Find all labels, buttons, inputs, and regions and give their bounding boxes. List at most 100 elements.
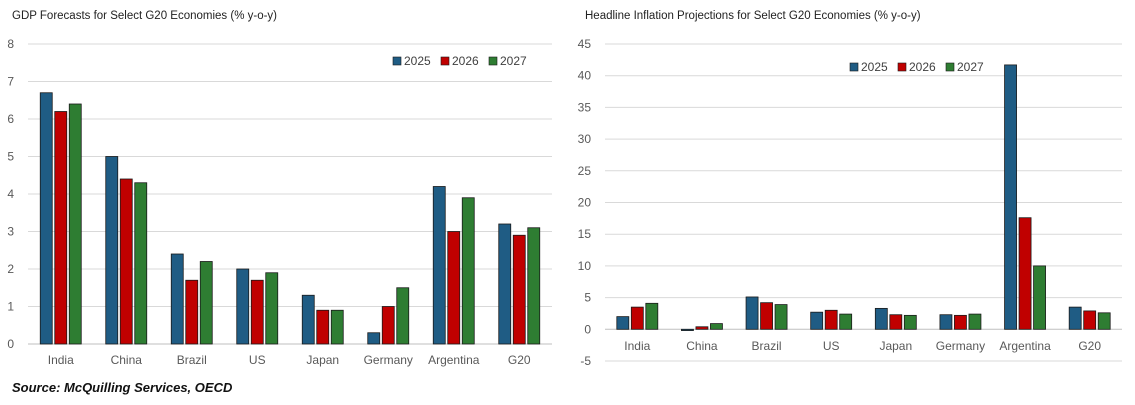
legend-swatch-2026 xyxy=(440,56,450,66)
y-tick-label: 0 xyxy=(584,322,591,336)
x-tick-label: India xyxy=(48,353,74,367)
x-tick-label: China xyxy=(111,353,143,367)
bar-india-2025 xyxy=(39,92,53,345)
y-tick-label: -5 xyxy=(580,354,591,368)
bar-argentina-2027 xyxy=(1033,265,1046,330)
legend-label-2025: 2025 xyxy=(404,54,431,68)
gdp-chart-plot: 0 1 2 3 4 5 6 7 8 India China Brazil US Japan Germany A… xyxy=(7,37,552,367)
bar-us-2027 xyxy=(265,272,279,345)
y-tick-label: 25 xyxy=(578,164,592,178)
bar-brazil-2027 xyxy=(199,261,213,345)
legend-swatch-2025 xyxy=(849,62,859,72)
bar-china-2025 xyxy=(105,156,119,345)
y-tick-label: 20 xyxy=(578,196,592,210)
bar-japan-2025 xyxy=(874,307,888,330)
y-tick-label: 5 xyxy=(7,150,14,164)
bar-india-2026 xyxy=(630,306,644,330)
x-tick-label: China xyxy=(686,339,718,353)
x-tick-label: Germany xyxy=(364,353,413,367)
bar-china-2027 xyxy=(710,323,723,330)
y-tick-label: 2 xyxy=(7,262,14,276)
legend-swatch-2027 xyxy=(488,56,498,66)
inflation-chart-title: Headline Inflation Projections for Selec… xyxy=(585,10,921,22)
bar-g20-2025 xyxy=(498,223,512,345)
x-tick-label: G20 xyxy=(508,353,531,367)
y-tick-label: 3 xyxy=(7,225,14,239)
bar-brazil-2026 xyxy=(185,279,199,345)
bar-india-2027 xyxy=(68,103,82,345)
bar-g20-2027 xyxy=(1097,312,1111,330)
bar-india-2026 xyxy=(54,111,68,345)
bar-argentina-2026 xyxy=(1018,217,1032,330)
bar-brazil-2025 xyxy=(170,253,184,345)
bar-argentina-2026 xyxy=(447,231,461,345)
bar-brazil-2025 xyxy=(745,296,759,330)
bar-germany-2027 xyxy=(968,313,982,330)
bar-g20-2025 xyxy=(1068,306,1082,330)
legend-swatch-2026 xyxy=(897,62,907,72)
legend-label-2026: 2026 xyxy=(909,60,936,74)
bar-japan-2025 xyxy=(301,294,315,345)
x-tick-label: Brazil xyxy=(177,353,207,367)
legend-swatch-2027 xyxy=(945,62,955,72)
legend-label-2027: 2027 xyxy=(500,54,527,68)
gdp-forecast-chart: GDP Forecasts for Select G20 Economies (… xyxy=(0,0,560,380)
bar-brazil-2026 xyxy=(760,302,773,330)
legend-label-2025: 2025 xyxy=(861,60,888,74)
y-tick-label: 45 xyxy=(578,37,592,51)
bar-germany-2027 xyxy=(396,287,410,345)
bar-g20-2026 xyxy=(1083,310,1097,330)
bar-us-2027 xyxy=(839,313,853,330)
bar-argentina-2025 xyxy=(1004,64,1017,330)
bar-china-2027 xyxy=(134,182,148,345)
bar-japan-2026 xyxy=(316,309,330,345)
x-tick-label: Germany xyxy=(936,339,985,353)
x-tick-label: Brazil xyxy=(752,339,782,353)
y-tick-label: 10 xyxy=(578,259,592,273)
y-tick-label: 4 xyxy=(7,187,14,201)
bar-japan-2026 xyxy=(889,314,903,330)
bar-us-2026 xyxy=(824,309,838,330)
y-tick-label: 1 xyxy=(7,300,14,314)
y-tick-label: 0 xyxy=(7,337,14,351)
bar-g20-2027 xyxy=(527,227,541,345)
gdp-chart-title: GDP Forecasts for Select G20 Economies (… xyxy=(12,10,278,22)
legend-label-2027: 2027 xyxy=(957,60,984,74)
x-tick-label: G20 xyxy=(1078,339,1101,353)
bar-germany-2026 xyxy=(954,314,967,330)
y-tick-label: 7 xyxy=(7,75,14,89)
source-note: Source: McQuilling Services, OECD xyxy=(12,380,233,395)
bar-argentina-2025 xyxy=(432,186,446,345)
x-tick-label: Japan xyxy=(879,339,912,353)
x-tick-label: Japan xyxy=(306,353,339,367)
y-tick-label: 15 xyxy=(578,227,592,241)
bar-g20-2026 xyxy=(512,234,526,345)
legend-swatch-2025 xyxy=(392,56,402,66)
bar-germany-2025 xyxy=(367,332,381,345)
bar-china-2026 xyxy=(119,178,133,345)
bar-us-2025 xyxy=(236,268,250,345)
bar-china-2026 xyxy=(695,326,709,330)
y-tick-label: 6 xyxy=(7,112,14,126)
bar-germany-2026 xyxy=(381,306,395,345)
bar-argentina-2027 xyxy=(461,197,475,345)
bar-china-2025 xyxy=(681,328,694,331)
x-tick-label: Argentina xyxy=(999,339,1051,353)
bar-japan-2027 xyxy=(330,309,344,345)
bar-india-2025 xyxy=(616,316,630,330)
y-tick-label: 40 xyxy=(578,69,592,83)
x-tick-label: US xyxy=(823,339,840,353)
legend-label-2026: 2026 xyxy=(452,54,479,68)
bar-us-2025 xyxy=(810,311,824,330)
x-tick-label: India xyxy=(624,339,650,353)
x-tick-label: US xyxy=(249,353,266,367)
y-tick-label: 8 xyxy=(7,37,14,51)
x-tick-label: Argentina xyxy=(428,353,480,367)
y-tick-label: 5 xyxy=(584,291,591,305)
bar-us-2026 xyxy=(250,279,264,345)
bar-germany-2025 xyxy=(939,314,953,330)
bar-japan-2027 xyxy=(903,314,917,330)
bar-india-2027 xyxy=(645,302,659,330)
bar-brazil-2027 xyxy=(774,304,788,330)
